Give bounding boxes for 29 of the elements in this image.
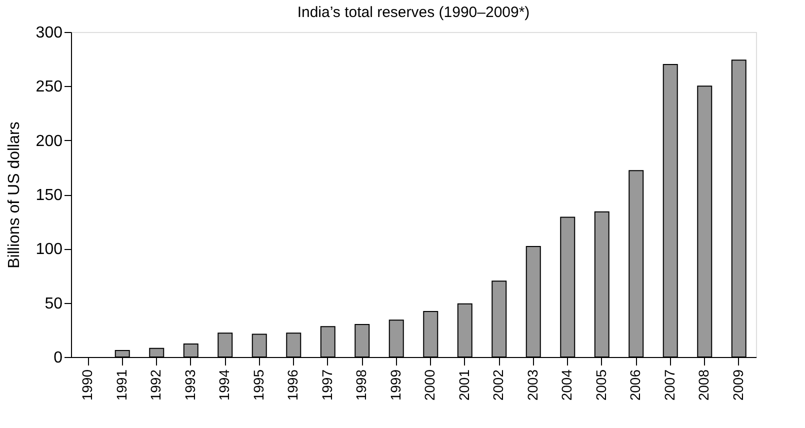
x-tick-label: 2009 (730, 369, 746, 401)
y-tick-label: 250 (36, 78, 63, 96)
y-tick-label: 300 (36, 24, 63, 42)
x-tick-label: 1993 (182, 369, 198, 401)
x-tick-label: 1997 (318, 369, 335, 401)
x-tick-label: 1991 (113, 369, 130, 401)
x-tick-label: 2007 (661, 369, 678, 401)
x-tick-label: 2001 (456, 369, 472, 401)
x-tick-label: 2008 (696, 369, 712, 401)
x-tick-label: 1992 (148, 369, 164, 401)
x-tick-label: 1996 (284, 369, 301, 401)
chart-title: India’s total reserves (1990–2009*) (297, 4, 530, 21)
x-tick-label: 1998 (353, 369, 370, 401)
y-tick-label: 200 (36, 132, 63, 150)
y-tick-label: 50 (44, 295, 63, 312)
x-tick-label: 2004 (558, 369, 575, 401)
y-tick-label: 100 (36, 241, 63, 258)
x-tick-label: 2000 (422, 369, 438, 401)
x-tick-label: 1990 (79, 369, 96, 401)
x-tick-label: 2006 (627, 369, 644, 401)
y-tick-label: 0 (54, 350, 63, 366)
x-tick-label: 1995 (250, 369, 266, 401)
x-tick-label: 1994 (216, 369, 232, 401)
x-tick-label: 2005 (592, 369, 609, 401)
x-tick-label: 2003 (524, 369, 540, 401)
y-axis-title: Billions of US dollars (6, 122, 23, 268)
x-tick-label: 1999 (387, 369, 404, 401)
y-tick-label: 150 (36, 187, 63, 204)
x-tick-label: 2002 (490, 369, 506, 401)
